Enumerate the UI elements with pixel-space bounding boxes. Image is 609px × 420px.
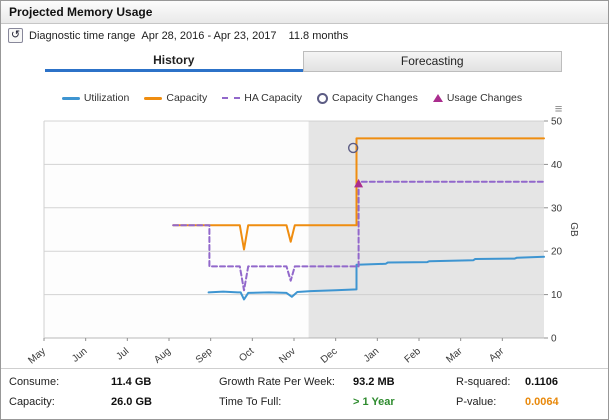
svg-text:Jan: Jan bbox=[362, 346, 381, 365]
svg-text:0: 0 bbox=[551, 334, 557, 345]
svg-text:Aug: Aug bbox=[152, 346, 173, 366]
r-squared-label: R-squared: bbox=[456, 376, 511, 388]
svg-text:Jul: Jul bbox=[114, 346, 131, 363]
tab-history[interactable]: History bbox=[45, 51, 303, 72]
legend-label: HA Capacity bbox=[244, 92, 303, 104]
p-value-value: 0.0064 bbox=[525, 396, 559, 408]
time-range-icon[interactable]: ↺ bbox=[8, 28, 23, 43]
consume-label: Consume: bbox=[9, 376, 60, 388]
legend-label: Capacity Changes bbox=[332, 92, 418, 104]
tab-bar: History Forecasting bbox=[45, 51, 562, 72]
legend-item-capacity[interactable]: Capacity bbox=[144, 92, 207, 104]
panel-title: Projected Memory Usage bbox=[9, 5, 153, 19]
legend-label: Capacity bbox=[166, 92, 208, 104]
usage-changes-triangle-icon bbox=[432, 94, 443, 102]
r-squared-value: 0.1106 bbox=[525, 376, 559, 388]
capacity-line-swatch-icon bbox=[144, 96, 163, 100]
svg-text:Dec: Dec bbox=[319, 346, 340, 366]
utilization-line-swatch-icon bbox=[61, 96, 80, 100]
time-range-bar: ↺ Diagnostic time range Apr 28, 2016 - A… bbox=[1, 25, 608, 46]
svg-text:Oct: Oct bbox=[237, 346, 256, 365]
svg-text:30: 30 bbox=[551, 203, 563, 214]
svg-text:Jun: Jun bbox=[70, 346, 89, 365]
time-to-full-label: Time To Full: bbox=[219, 396, 282, 408]
growth-rate-label: Growth Rate Per Week: bbox=[219, 376, 335, 388]
time-range-duration: 11.8 months bbox=[288, 29, 349, 42]
growth-rate-value: 93.2 MB bbox=[353, 376, 395, 388]
memory-usage-chart[interactable]: 0 10 20 30 40 50 GB May Jun Jul Aug Sep Oct Nov Dec Jan… bbox=[3, 113, 603, 369]
time-range-label: Diagnostic time range bbox=[29, 29, 136, 42]
legend-item-utilization[interactable]: Utilization bbox=[61, 92, 130, 104]
svg-text:Apr: Apr bbox=[487, 345, 507, 364]
chart-legend: Utilization Capacity HA Capacity Capacit… bbox=[31, 90, 553, 106]
svg-text:Sep: Sep bbox=[194, 346, 215, 366]
title-bar: Projected Memory Usage bbox=[1, 1, 608, 24]
chart-menu-icon[interactable]: ≡ bbox=[554, 101, 564, 116]
stats-panel: Consume: 11.4 GB Growth Rate Per Week: 9… bbox=[1, 368, 608, 419]
legend-label: Utilization bbox=[83, 92, 130, 104]
capacity-value: 26.0 GB bbox=[111, 396, 152, 408]
svg-text:May: May bbox=[26, 346, 48, 367]
legend-label: Usage Changes bbox=[446, 92, 523, 104]
ha-capacity-dashed-swatch-icon bbox=[222, 97, 241, 99]
time-range-dates: Apr 28, 2016 - Apr 23, 2017 bbox=[141, 29, 277, 42]
capacity-changes-circle-icon bbox=[317, 92, 329, 104]
svg-text:10: 10 bbox=[551, 290, 563, 301]
consume-value: 11.4 GB bbox=[111, 376, 152, 388]
legend-item-capacity-changes[interactable]: Capacity Changes bbox=[317, 92, 418, 104]
capacity-label: Capacity: bbox=[9, 396, 55, 408]
svg-text:40: 40 bbox=[551, 160, 563, 171]
svg-text:GB: GB bbox=[568, 222, 579, 237]
p-value-label: P-value: bbox=[456, 396, 497, 408]
svg-text:20: 20 bbox=[551, 247, 563, 258]
svg-text:Mar: Mar bbox=[444, 345, 465, 365]
legend-item-usage-changes[interactable]: Usage Changes bbox=[432, 92, 523, 104]
svg-text:Feb: Feb bbox=[403, 346, 424, 366]
svg-text:Nov: Nov bbox=[277, 346, 298, 366]
svg-text:50: 50 bbox=[551, 117, 563, 128]
tab-forecasting[interactable]: Forecasting bbox=[302, 51, 562, 72]
legend-item-ha-capacity[interactable]: HA Capacity bbox=[222, 92, 302, 104]
time-to-full-value: > 1 Year bbox=[353, 396, 395, 408]
